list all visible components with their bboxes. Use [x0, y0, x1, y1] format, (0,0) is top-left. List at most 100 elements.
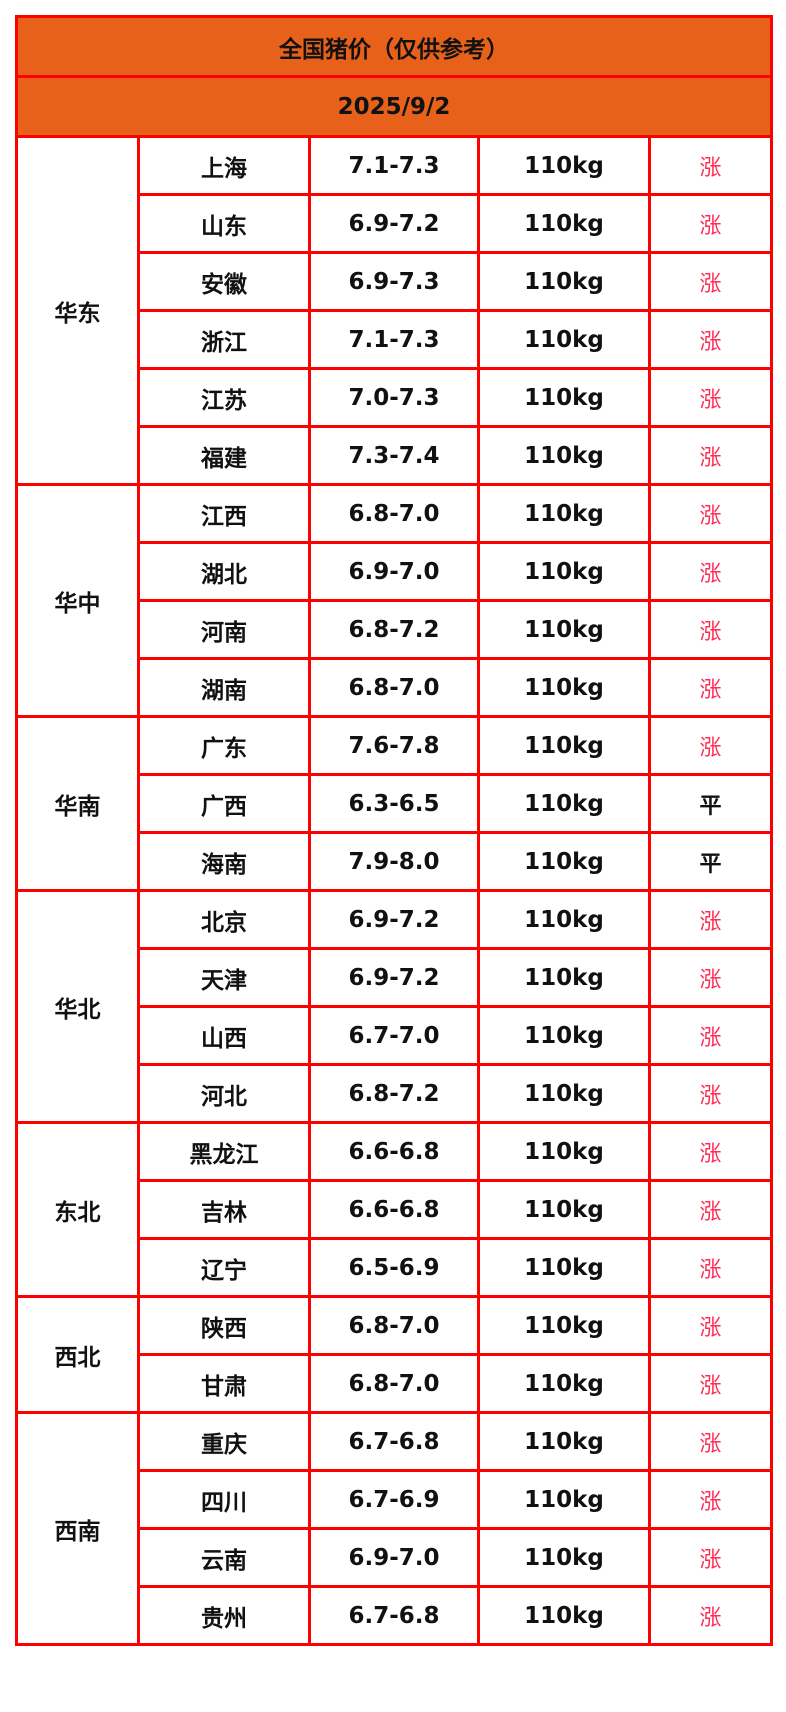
province-cell: 上海 — [137, 135, 311, 196]
table-row: 华南 广东 7.6-7.8 110kg 涨 — [15, 715, 774, 892]
price-cell: 6.8-7.0 — [308, 1353, 480, 1414]
price-cell: 6.7-6.9 — [308, 1469, 480, 1530]
trend-cell: 涨 — [647, 483, 774, 544]
price-cell: 7.3-7.4 — [308, 425, 480, 486]
province-cell: 河南 — [137, 599, 311, 660]
trend-cell: 涨 — [647, 1237, 774, 1298]
table-row: 西北 陕西 6.8-7.0 110kg 涨 — [15, 1295, 774, 1414]
price-cell: 6.8-7.0 — [308, 657, 480, 718]
table-row: 东北 黑龙江 6.6-6.8 110kg 涨 — [15, 1121, 774, 1298]
price-cell: 6.8-7.0 — [308, 483, 480, 544]
province-cell: 天津 — [137, 947, 311, 1008]
table-row: 河北 6.8-7.2 110kg 涨 — [17, 1063, 774, 1124]
table-row: 西南 重庆 6.7-6.8 110kg 涨 — [15, 1411, 774, 1646]
table-row: 辽宁 6.5-6.9 110kg 涨 — [17, 1237, 774, 1298]
weight-cell: 110kg — [477, 889, 651, 950]
price-cell: 6.7-6.8 — [308, 1411, 480, 1472]
province-cell: 江苏 — [137, 367, 311, 428]
trend-cell: 涨 — [647, 1005, 774, 1066]
trend-cell: 涨 — [647, 599, 774, 660]
weight-cell: 110kg — [477, 425, 651, 486]
price-cell: 7.0-7.3 — [308, 367, 480, 428]
weight-cell: 110kg — [477, 831, 651, 892]
table-row: 甘肃 6.8-7.0 110kg 涨 — [17, 1353, 774, 1414]
table-row: 贵州 6.7-6.8 110kg 涨 — [17, 1585, 774, 1646]
province-cell: 山西 — [137, 1005, 311, 1066]
weight-cell: 110kg — [477, 251, 651, 312]
weight-cell: 110kg — [477, 1527, 651, 1588]
weight-cell: 110kg — [477, 309, 651, 370]
price-cell: 6.9-7.0 — [308, 541, 480, 602]
weight-cell: 110kg — [477, 1469, 651, 1530]
trend-cell: 涨 — [647, 251, 774, 312]
province-cell: 黑龙江 — [137, 1121, 311, 1182]
price-cell: 6.8-7.2 — [308, 599, 480, 660]
province-cell: 湖南 — [137, 657, 311, 718]
price-cell: 6.3-6.5 — [308, 773, 480, 834]
weight-cell: 110kg — [477, 483, 651, 544]
weight-cell: 110kg — [477, 1063, 651, 1124]
province-cell: 云南 — [137, 1527, 311, 1588]
price-cell: 6.8-7.2 — [308, 1063, 480, 1124]
province-cell: 河北 — [137, 1063, 311, 1124]
weight-cell: 110kg — [477, 1353, 651, 1414]
province-cell: 广西 — [137, 773, 311, 834]
price-cell: 6.6-6.8 — [308, 1179, 480, 1240]
weight-cell: 110kg — [477, 1179, 651, 1240]
province-cell: 福建 — [137, 425, 311, 486]
trend-cell: 涨 — [647, 657, 774, 718]
trend-cell: 涨 — [647, 715, 774, 776]
province-cell: 海南 — [137, 831, 311, 892]
price-cell: 6.6-6.8 — [308, 1121, 480, 1182]
table-row: 安徽 6.9-7.3 110kg 涨 — [17, 251, 774, 312]
table-row: 广西 6.3-6.5 110kg 平 — [17, 773, 774, 834]
province-cell: 四川 — [137, 1469, 311, 1530]
price-cell: 7.1-7.3 — [308, 309, 480, 370]
price-cell: 7.1-7.3 — [308, 135, 480, 196]
trend-cell: 涨 — [647, 1469, 774, 1530]
table-row: 云南 6.9-7.0 110kg 涨 — [17, 1527, 774, 1588]
table-row: 河南 6.8-7.2 110kg 涨 — [17, 599, 774, 660]
pig-price-table: 全国猪价（仅供参考） 2025/9/2 华东 上海 7.1-7.3 110kg 涨山东 6… — [14, 15, 774, 1646]
trend-cell: 涨 — [647, 1063, 774, 1124]
weight-cell: 110kg — [477, 715, 651, 776]
weight-cell: 110kg — [477, 947, 651, 1008]
price-cell: 6.9-7.3 — [308, 251, 480, 312]
price-cell: 6.9-7.2 — [308, 889, 480, 950]
table-row: 湖北 6.9-7.0 110kg 涨 — [17, 541, 774, 602]
region-cell: 华北 — [15, 889, 140, 1124]
table-row: 福建 7.3-7.4 110kg 涨 — [17, 425, 774, 486]
trend-cell: 涨 — [647, 309, 774, 370]
table-row: 华中 江西 6.8-7.0 110kg 涨 — [15, 483, 774, 718]
trend-cell: 涨 — [647, 367, 774, 428]
price-cell: 7.9-8.0 — [308, 831, 480, 892]
province-cell: 陕西 — [137, 1295, 311, 1356]
trend-cell: 平 — [647, 831, 774, 892]
weight-cell: 110kg — [477, 541, 651, 602]
region-cell: 西北 — [15, 1295, 140, 1414]
weight-cell: 110kg — [477, 1005, 651, 1066]
weight-cell: 110kg — [477, 1121, 651, 1182]
weight-cell: 110kg — [477, 193, 651, 254]
weight-cell: 110kg — [477, 135, 651, 196]
province-cell: 广东 — [137, 715, 311, 776]
price-cell: 6.7-7.0 — [308, 1005, 480, 1066]
price-cell: 6.9-7.2 — [308, 947, 480, 1008]
trend-cell: 涨 — [647, 541, 774, 602]
table-row: 山东 6.9-7.2 110kg 涨 — [17, 193, 774, 254]
trend-cell: 涨 — [647, 889, 774, 950]
weight-cell: 110kg — [477, 1237, 651, 1298]
region-cell: 华南 — [15, 715, 140, 892]
trend-cell: 涨 — [647, 1527, 774, 1588]
region-cell: 西南 — [15, 1411, 140, 1646]
table-row: 湖南 6.8-7.0 110kg 涨 — [17, 657, 774, 718]
price-cell: 6.9-7.2 — [308, 193, 480, 254]
trend-cell: 涨 — [647, 193, 774, 254]
trend-cell: 涨 — [647, 1353, 774, 1414]
province-cell: 辽宁 — [137, 1237, 311, 1298]
table-row: 天津 6.9-7.2 110kg 涨 — [17, 947, 774, 1008]
province-cell: 安徽 — [137, 251, 311, 312]
price-cell: 6.7-6.8 — [308, 1585, 480, 1646]
province-cell: 北京 — [137, 889, 311, 950]
table-row: 四川 6.7-6.9 110kg 涨 — [17, 1469, 774, 1530]
